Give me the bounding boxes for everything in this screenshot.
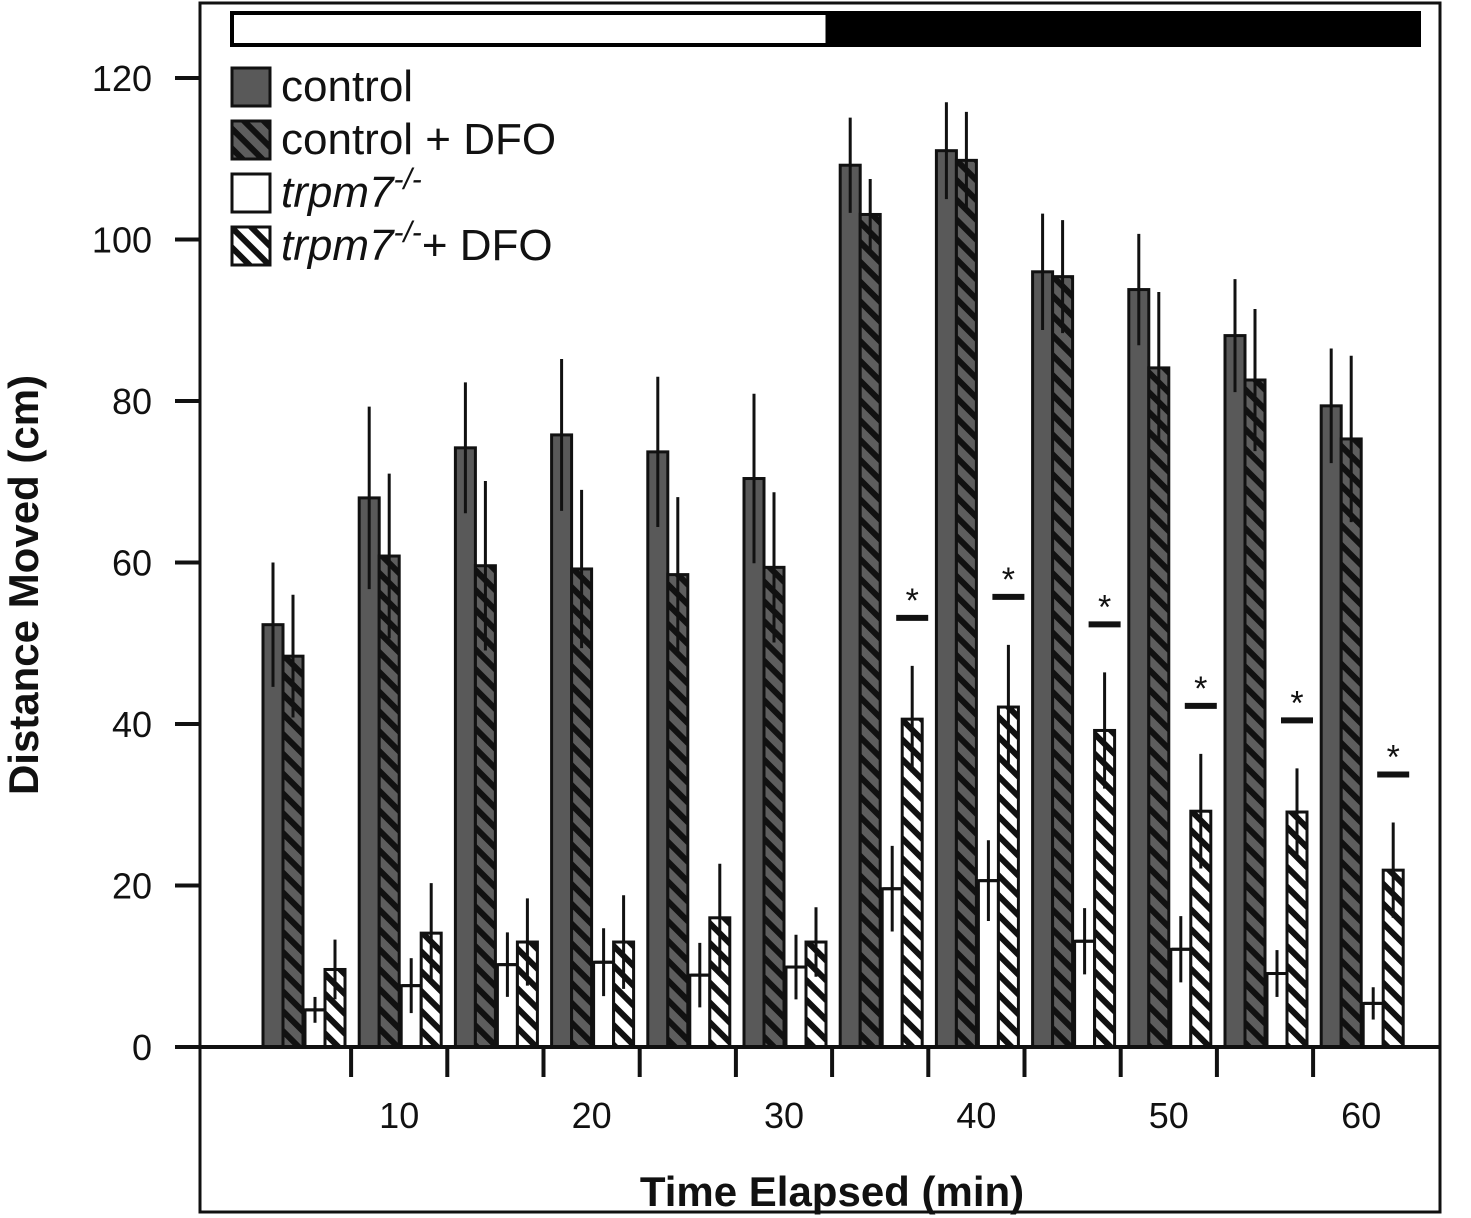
bar [1319,404,1343,1049]
bar-group [1127,233,1213,1049]
legend-label: trpm7-/-+ DFO [281,216,553,270]
y-tick-label: 80 [112,381,152,422]
bar [1031,270,1055,1049]
legend-swatch [230,225,272,267]
bar-group [1319,348,1405,1049]
y-tick-label: 40 [112,704,152,745]
bar [858,212,882,1049]
y-tick-label: 60 [112,543,152,584]
significance-star: * [1002,561,1015,599]
plot-frame [198,1,1442,1214]
x-axis-title: Time Elapsed (min) [640,1168,1024,1215]
x-tick-label: 20 [572,1095,612,1136]
y-tick-label: 0 [132,1027,152,1068]
bar [1223,334,1247,1049]
bar [1147,366,1171,1049]
legend-label: control + DFO [281,115,556,164]
bar [1051,275,1075,1049]
legend-swatch [230,119,272,161]
x-tick-label: 10 [379,1095,419,1136]
legend-swatch [230,66,272,108]
y-tick-label: 100 [92,220,152,261]
y-tick-label: 120 [92,58,152,99]
bar [1127,288,1151,1049]
bar [261,623,285,1049]
bar-group [357,406,443,1049]
light-period-bar [234,15,826,43]
legend-label: control [281,62,413,111]
x-tick-label: 40 [956,1095,996,1136]
bar [646,450,670,1049]
bar [954,158,978,1049]
y-tick-label: 20 [112,866,152,907]
significance-star: * [1387,739,1400,777]
bar [838,163,862,1049]
bar [550,433,574,1049]
x-tick-label: 60 [1341,1095,1381,1136]
legend-swatch [230,172,272,214]
bar [742,477,766,1049]
x-tick-label: 50 [1149,1095,1189,1136]
bar [453,446,477,1049]
significance-star: * [1290,684,1303,722]
legend-label: trpm7-/- [281,163,422,217]
bar-group [838,117,924,1049]
bar-group [453,382,539,1049]
x-tick-label: 30 [764,1095,804,1136]
significance-star: * [906,582,919,620]
y-axis-title: Distance Moved (cm) [0,375,47,795]
bar [934,149,958,1049]
bar-group [1031,213,1117,1049]
bar-group [1223,279,1309,1049]
bar-group [742,393,828,1049]
significance-star: * [1098,588,1111,626]
bar [1339,437,1363,1049]
bar [1243,378,1267,1049]
significance-star: * [1194,670,1207,708]
bar-group [646,376,732,1049]
bar-group [261,562,347,1049]
bar-group [550,359,636,1049]
